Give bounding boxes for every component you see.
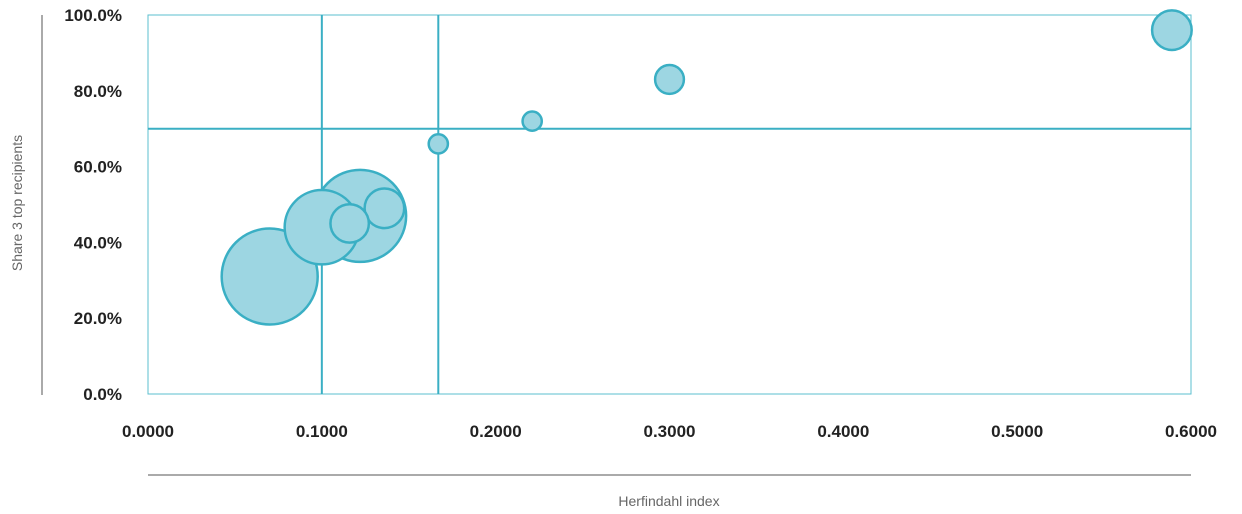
- y-tick-label: 40.0%: [74, 233, 122, 252]
- plot-area-frame: [147, 14, 1192, 395]
- x-tick-label: 0.0000: [122, 422, 174, 441]
- bubble-4: [363, 187, 406, 230]
- x-tick-label: 0.4000: [817, 422, 869, 441]
- bubble-8: [653, 63, 686, 96]
- bubble-6: [427, 133, 450, 155]
- y-tick-label: 60.0%: [74, 158, 122, 177]
- y-tick-label: 0.0%: [83, 385, 122, 404]
- x-tick-label: 0.1000: [296, 422, 348, 441]
- y-axis-title: Share 3 top recipients: [9, 135, 25, 271]
- x-axis-title: Herfindahl index: [618, 493, 719, 509]
- x-tick-label: 0.3000: [644, 422, 696, 441]
- y-tick-label: 20.0%: [74, 309, 122, 328]
- x-tick-label: 0.2000: [470, 422, 522, 441]
- y-tick-label: 80.0%: [74, 82, 122, 101]
- y-tick-label: 100.0%: [64, 6, 122, 25]
- x-tick-label: 0.6000: [1165, 422, 1217, 441]
- bubble-9: [1150, 9, 1193, 52]
- x-tick-label: 0.5000: [991, 422, 1043, 441]
- bubble-5: [329, 203, 371, 244]
- bubble-7: [521, 110, 544, 132]
